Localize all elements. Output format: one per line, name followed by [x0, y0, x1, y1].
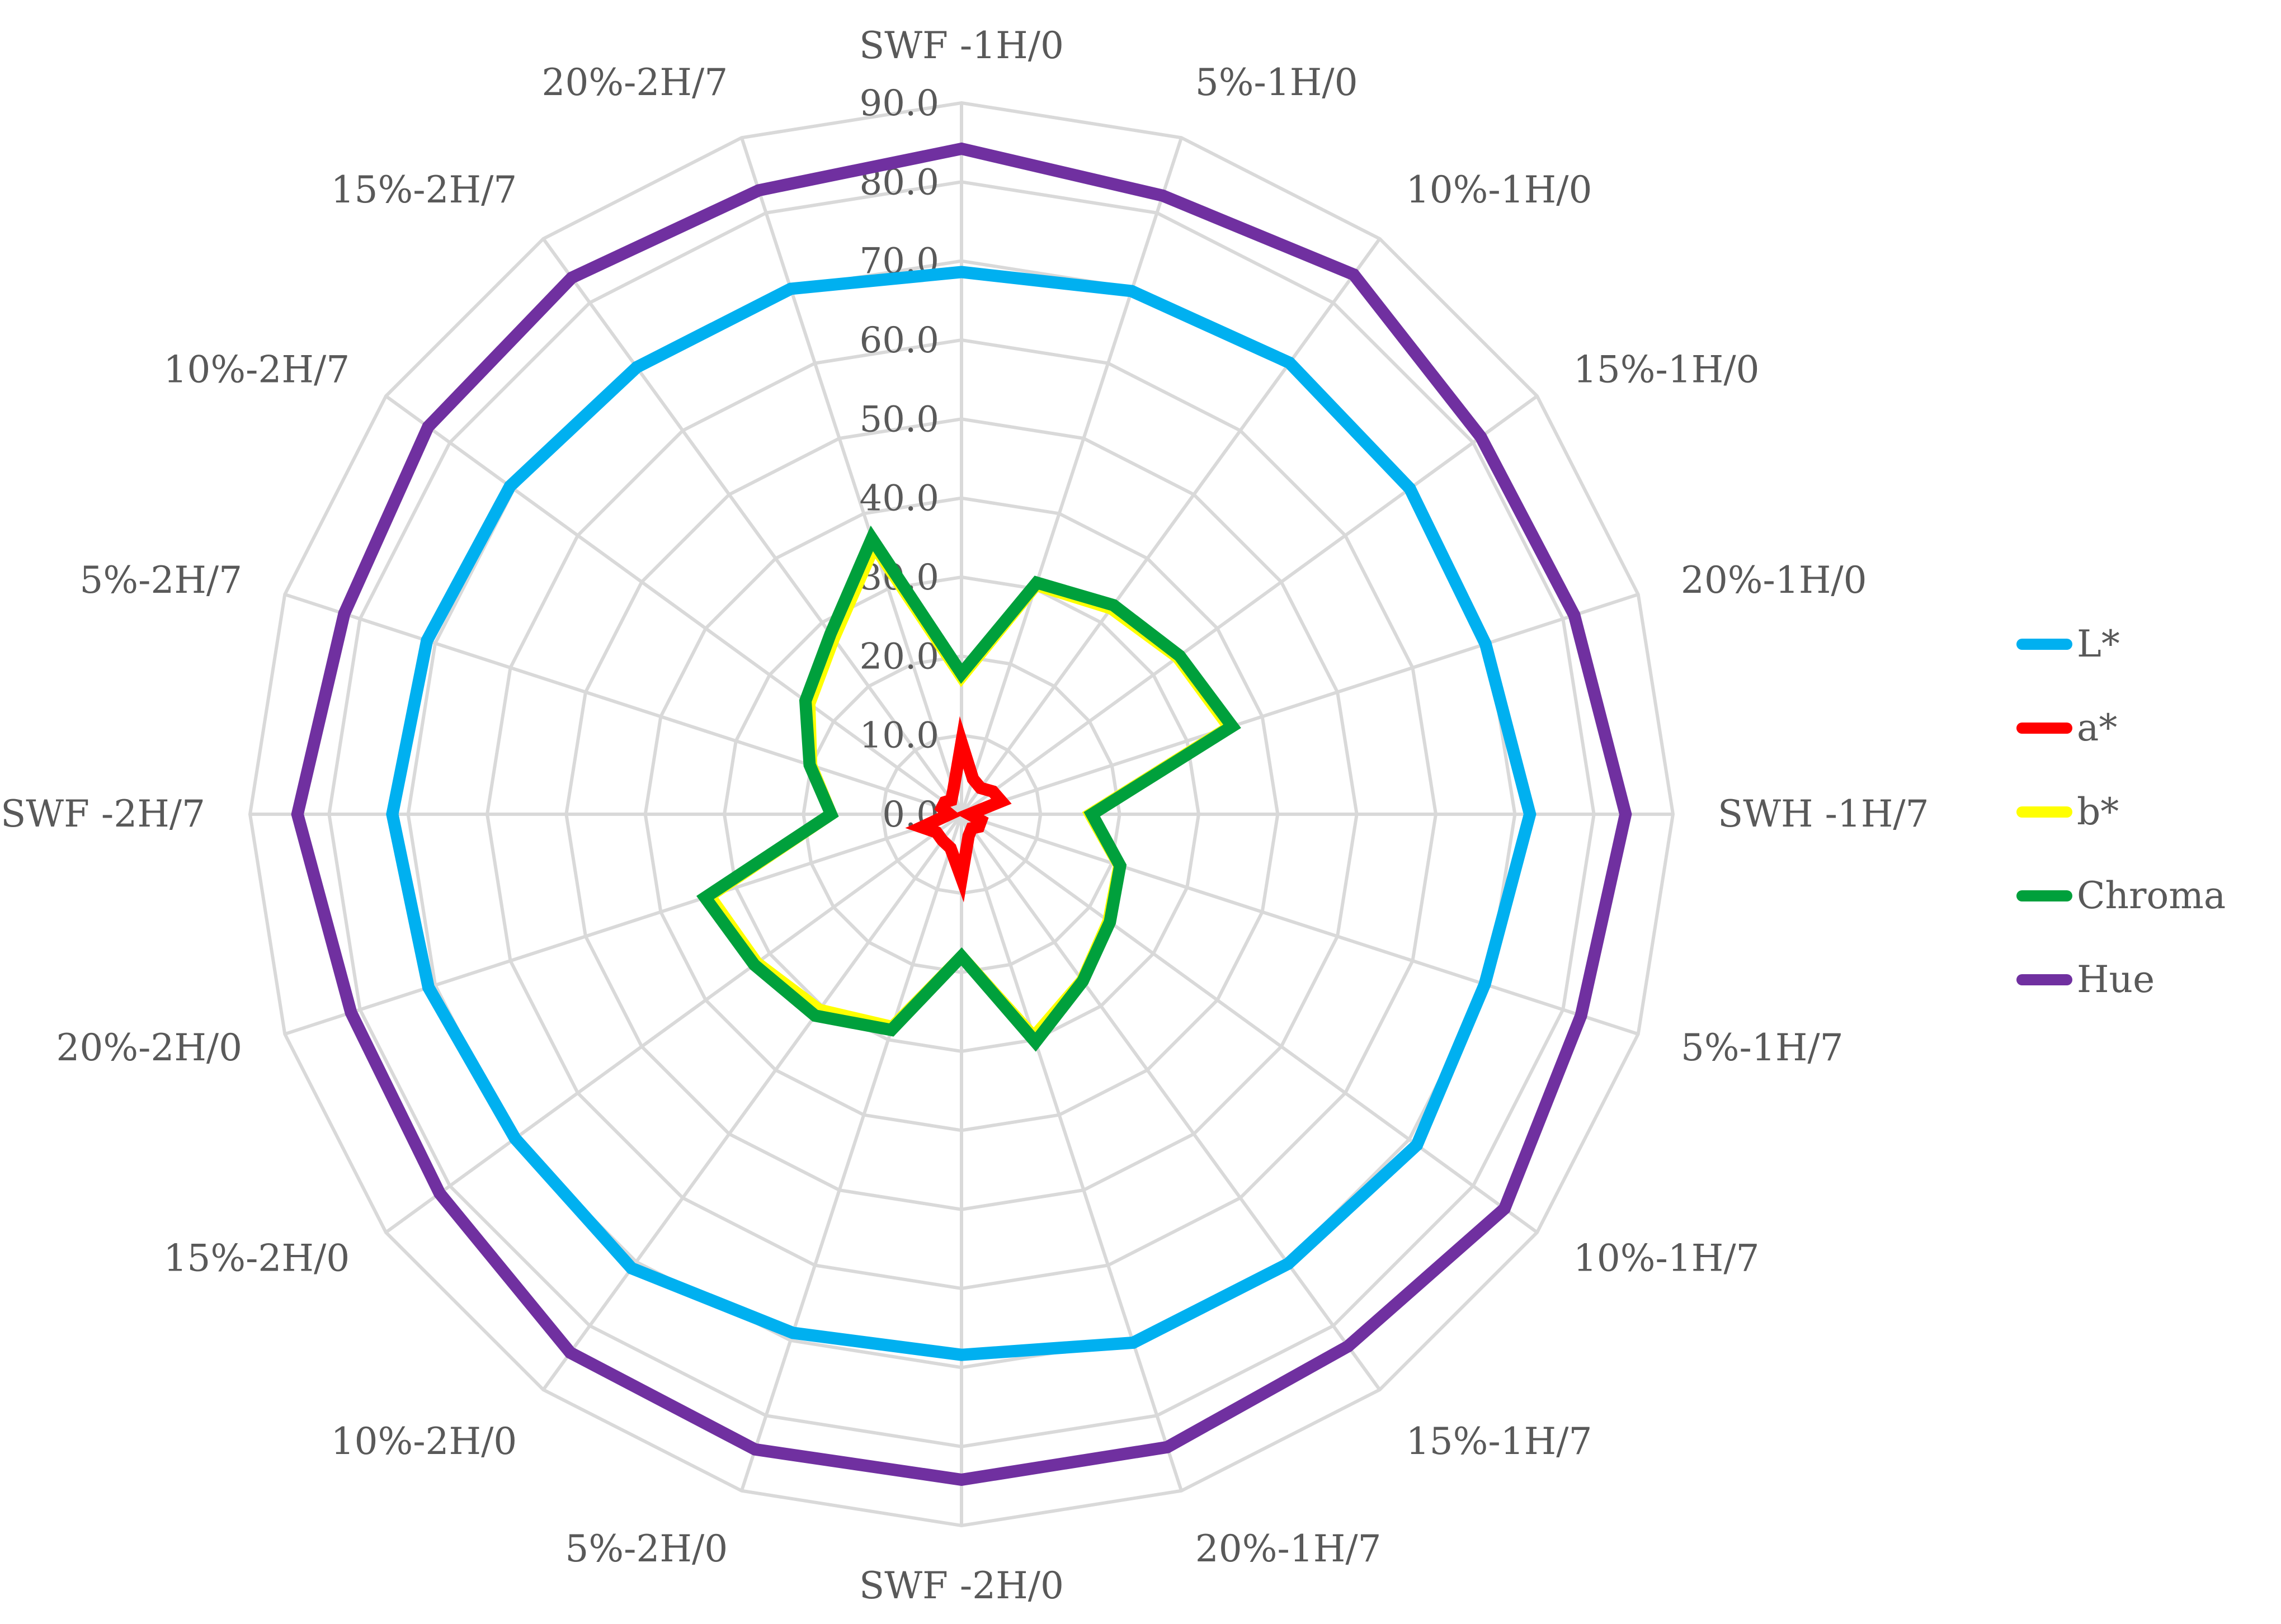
grid-ring	[802, 654, 1121, 974]
legend-label: L*	[2077, 622, 2120, 665]
category-label: 10%-1H/0	[1406, 168, 1592, 211]
category-label: 5%-2H/7	[79, 559, 242, 602]
radial-spoke	[284, 813, 962, 1036]
grid-ring	[643, 496, 1280, 1132]
radial-tick-label: 20.0	[860, 636, 940, 677]
radial-spoke	[960, 137, 1183, 815]
category-labels: SWF -1H/0 5%-1H/0 10%-1H/0 15%-1H/0 20%-1H/0…	[1, 24, 1929, 1607]
radial-spoke	[385, 813, 963, 1234]
category-label: 20%-2H/7	[541, 61, 728, 104]
category-label: 10%-2H/0	[331, 1420, 517, 1463]
category-label: SWH -1H/7	[1718, 792, 1929, 835]
category-label: SWF -2H/0	[859, 1564, 1064, 1607]
category-label: 15%-2H/7	[331, 168, 517, 211]
radial-tick-label: 90.0	[860, 83, 940, 124]
legend: L* a* b* Chroma Hue	[2016, 622, 2226, 1001]
radial-tick-label: 60.0	[860, 320, 940, 361]
category-label: 20%-1H/7	[1195, 1527, 1382, 1570]
category-label: 5%-1H/7	[1681, 1026, 1844, 1069]
radial-spoke	[541, 238, 963, 815]
radial-spoke	[740, 814, 963, 1491]
series-a-line	[905, 716, 1012, 903]
radial-spoke	[385, 394, 963, 816]
radial-tick-label: 10.0	[860, 715, 940, 757]
category-label: SWF -2H/7	[1, 792, 205, 835]
series-chroma-line	[696, 525, 1241, 1052]
grid-ring	[327, 180, 1596, 1448]
grid-ring	[564, 417, 1359, 1211]
radial-spoke	[541, 813, 963, 1391]
legend-label: b*	[2077, 790, 2119, 833]
radial-tick-labels: 0.010.020.030.040.050.060.070.080.090.0	[860, 83, 940, 835]
category-label: 5%-1H/0	[1195, 61, 1358, 104]
radial-spoke	[960, 814, 1183, 1491]
grid-ring	[485, 338, 1438, 1291]
category-label: 15%-1H/7	[1406, 1420, 1592, 1463]
category-label: 20%-2H/0	[56, 1026, 242, 1069]
radial-spoke	[284, 593, 962, 816]
series-hue-line	[291, 142, 1632, 1486]
category-label: 15%-1H/0	[1573, 348, 1760, 391]
radial-spoke	[740, 137, 963, 815]
grid-ring	[722, 575, 1201, 1054]
data-series	[291, 142, 1632, 1486]
category-label: SWF -1H/0	[859, 24, 1064, 67]
radial-spoke	[961, 593, 1639, 816]
category-label: 10%-2H/7	[163, 348, 350, 391]
legend-label: a*	[2077, 706, 2117, 749]
radial-spoke	[960, 238, 1382, 815]
category-label: 5%-2H/0	[565, 1527, 728, 1570]
series-l-line	[386, 266, 1537, 1361]
legend-label: Chroma	[2077, 874, 2226, 917]
category-label: 20%-1H/0	[1681, 559, 1867, 602]
category-label: 10%-1H/7	[1573, 1237, 1760, 1280]
radial-tick-label: 50.0	[860, 399, 940, 440]
radial-spoke	[960, 813, 1382, 1391]
radial-spoke	[960, 394, 1538, 816]
grid-ring	[248, 101, 1675, 1528]
category-label: 15%-2H/0	[163, 1237, 350, 1280]
radial-spoke	[960, 813, 1538, 1234]
legend-label: Hue	[2077, 958, 2155, 1001]
radial-tick-label: 40.0	[860, 478, 940, 520]
radial-spoke	[961, 813, 1639, 1036]
